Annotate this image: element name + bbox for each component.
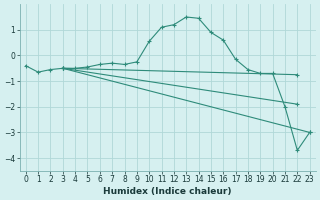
X-axis label: Humidex (Indice chaleur): Humidex (Indice chaleur) xyxy=(103,187,232,196)
